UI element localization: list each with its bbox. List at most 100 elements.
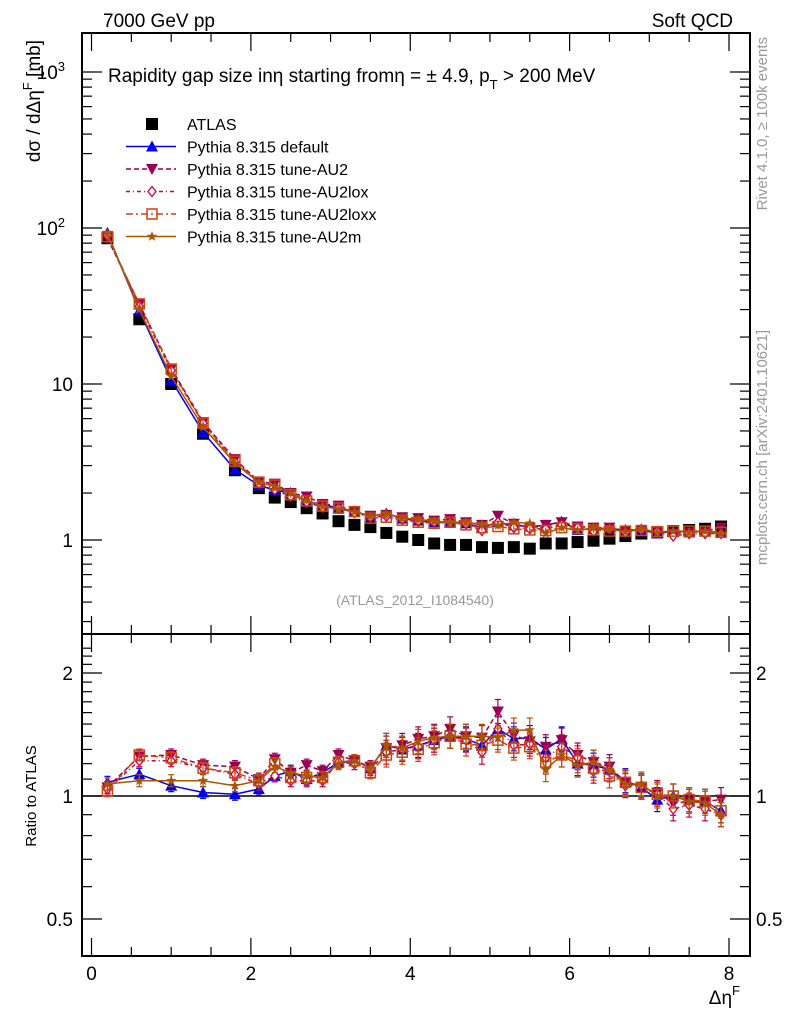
ratio-x-ticks [90,634,730,956]
y-tick-label: 103 [37,59,65,84]
data-point [269,481,280,491]
data-point [348,518,361,531]
data-point [475,541,488,554]
series-line [106,233,722,535]
data-point [102,778,113,789]
ratio-y-ticks [82,647,750,920]
data-point [715,528,727,538]
data-point [491,541,504,554]
data-point [507,541,520,554]
data-point [508,516,520,527]
data-point [349,755,360,766]
data-point [397,512,408,523]
ratio-y-tick-label-right: 1 [756,787,767,808]
data-point [166,370,177,381]
data-point [428,732,440,742]
data-point [133,768,146,780]
ratio-frame [81,633,751,957]
legend-marker [146,164,158,175]
data-point [428,515,440,526]
series-line [106,236,722,534]
series-pythia-8-315-tune-au2m [102,717,727,828]
ratio-y-tick-label-right: 2 [756,664,767,685]
data-point [604,523,615,534]
data-point [253,775,265,786]
series-atlas [101,232,728,555]
legend: ATLAS Pythia 8.315 default Pythia 8.315 tu… [126,117,376,247]
data-point [365,762,376,773]
data-point [588,522,599,533]
data-point [397,742,408,753]
data-point [620,778,631,789]
data-point [285,487,296,498]
data-point [317,772,328,782]
data-point [301,770,312,781]
data-point [444,516,456,527]
legend-marker [146,208,158,220]
data-point [636,778,647,789]
data-point [460,730,472,741]
ratio-y-tick-label: 1 [62,787,73,808]
data-point [229,457,241,468]
data-point [523,542,536,555]
legend-marker [146,140,158,152]
data-point [476,518,488,529]
data-point [508,742,520,754]
data-point [102,228,113,239]
main-title: Rapidity gap size inη starting fromη = ±… [108,66,596,92]
data-point [572,759,583,770]
data-point [165,752,177,764]
x-tick-labels: 0 2 4 6 8 [86,964,734,985]
data-point [166,775,177,786]
ratio-y-axis-label: Ratio to ATLAS [23,745,40,846]
data-point [300,760,313,772]
series-line [106,234,721,537]
data-point [197,775,209,786]
y-axis-label: dσ / dΔηF [mb] [20,40,45,162]
category-label: Soft QCD [652,11,733,32]
legend-label: Pythia 8.315 tune-AU2lox [187,185,368,202]
series-line [106,232,722,535]
ratio-y-tick-label: 0.5 [47,910,73,931]
data-point [652,790,663,801]
rivet-version-label: Rivet 4.1.0, ≥ 100k events [754,37,771,210]
data-point [349,506,360,517]
legend-item: Pythia 8.315 tune-AU2loxx [126,207,376,224]
y-tick-label: 10 [52,375,73,396]
data-point [604,764,615,775]
source-label: mcplots.cern.ch [arXiv:2401.10621] [754,330,771,565]
data-point [380,526,393,539]
data-point [229,766,241,779]
data-point [508,724,520,735]
data-point [571,536,584,549]
data-point [197,421,209,432]
data-point [715,809,727,820]
series-line [107,727,722,812]
series-pythia-8-315-tune-au2lox [102,229,726,543]
main-x-ticks [90,33,730,634]
data-point [285,767,296,778]
data-point [133,749,146,761]
y-label-pre: dσ / dΔη [24,90,45,162]
data-point [699,797,711,808]
data-point [539,537,552,550]
x-label-main: Δη [709,988,732,1009]
title-main-text: Rapidity gap size inη starting fromη = ±… [108,66,490,87]
y-tick-label: 102 [37,215,65,240]
legend-item: Pythia 8.315 tune-AU2m [126,230,361,247]
x-label-sup: F [732,983,740,998]
data-point [571,523,584,535]
data-point [460,516,472,527]
y-label-post: [mb] [24,40,45,82]
series-line [106,710,722,804]
x-tick-label: 0 [86,964,97,985]
data-point [317,501,328,511]
data-point [444,538,457,551]
legend-item: Pythia 8.315 default [126,140,329,157]
data-point [428,537,441,550]
data-point [197,426,210,438]
legend-item: ATLAS [146,117,237,134]
data-point [540,528,551,538]
